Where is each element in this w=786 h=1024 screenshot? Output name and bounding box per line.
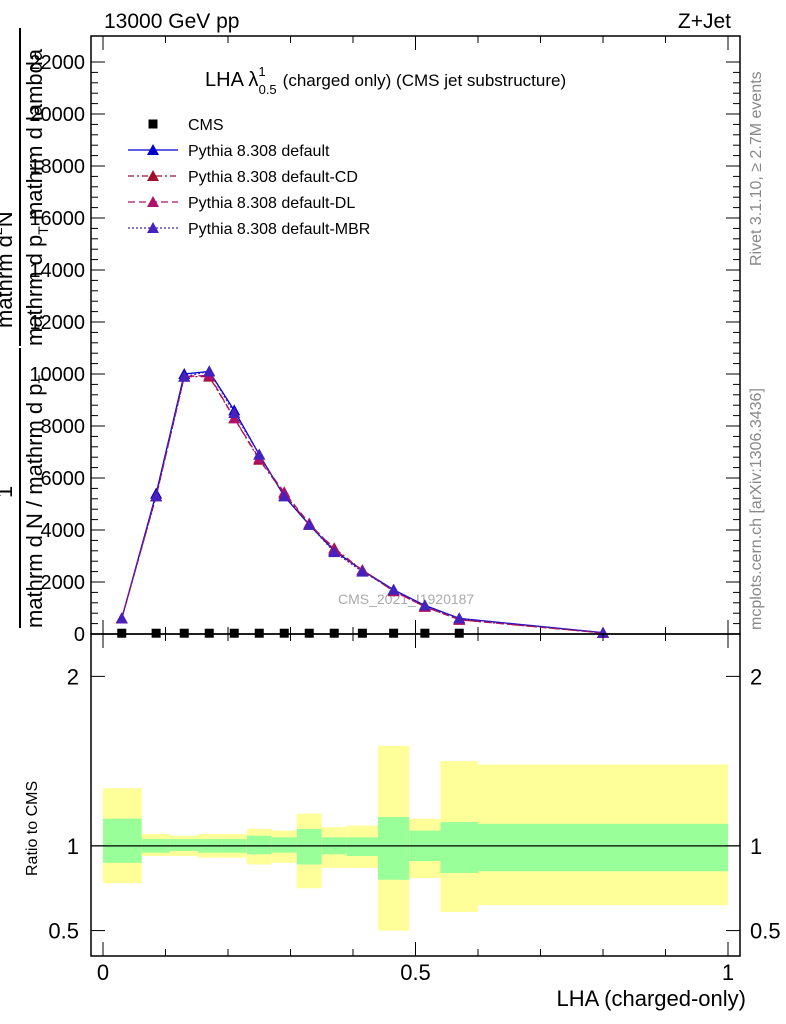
ylabel-num: mathrm d bbox=[0, 235, 17, 328]
ylabel-prefix-den: mathrm d N / mathrm d p bbox=[22, 383, 47, 628]
main-y-tick-label: 2000 bbox=[41, 572, 86, 594]
cms-data-point bbox=[229, 628, 239, 638]
ratio-band-inner bbox=[169, 839, 198, 851]
x-axis-label: LHA (charged-only) bbox=[556, 986, 746, 1011]
ratio-y-tick-label-right: 1 bbox=[750, 834, 762, 859]
legend-marker-dl bbox=[147, 196, 159, 207]
ylabel-num-rest: N bbox=[0, 211, 17, 227]
series-marker-mbr bbox=[203, 365, 216, 377]
plot-title: LHA λ1 0.5 (charged only) (CMS jet substru… bbox=[205, 64, 566, 97]
series-marker-mbr bbox=[228, 407, 241, 418]
ratio-band-inner bbox=[440, 822, 478, 873]
cms-data-point bbox=[254, 628, 264, 638]
series-marker-mbr bbox=[356, 565, 369, 577]
ratio-axes: 0.5 0.5 1 1 2 2 0 0.5 1 bbox=[48, 634, 781, 985]
svg-text:mathrm d pT mathrm d lambda: mathrm d pT mathrm d lambda bbox=[22, 48, 51, 346]
svg-text:mathrm d N / mathrm d pT: mathrm d N / mathrm d pT bbox=[22, 374, 51, 628]
cms-data-point bbox=[279, 628, 289, 638]
main-y-tick-label: 12000 bbox=[29, 312, 85, 334]
ratio-x-tick-label: 0.5 bbox=[400, 960, 431, 985]
legend: CMS Pythia 8.308 default Pythia 8.308 defa… bbox=[128, 117, 370, 238]
series-marker-mbr bbox=[115, 612, 128, 624]
legend-marker-cd bbox=[147, 170, 159, 181]
ratio-x-tick-label: 0 bbox=[97, 960, 109, 985]
title-sub: 0.5 bbox=[259, 82, 277, 97]
ratio-band-inner bbox=[478, 823, 728, 872]
main-y-tick-label: 0 bbox=[74, 624, 85, 646]
ylabel-num-sup: 2 bbox=[0, 227, 5, 235]
ylabel-den-sub: T bbox=[35, 226, 51, 235]
ratio-band-inner bbox=[296, 828, 322, 865]
ratio-band-inner bbox=[346, 837, 378, 857]
title-main: LHA λ bbox=[205, 69, 258, 91]
cms-data-point bbox=[304, 628, 314, 638]
ratio-y-tick-label-right: 2 bbox=[750, 664, 762, 689]
ylabel-den-rest: mathrm d lambda bbox=[22, 48, 47, 226]
legend-marker-mbr bbox=[147, 222, 159, 233]
svg-text:mathrm d2N: mathrm d2N bbox=[0, 211, 17, 328]
legend-label-default: Pythia 8.308 default bbox=[188, 143, 330, 160]
ratio-band-inner bbox=[378, 817, 410, 880]
title-sup: 1 bbox=[258, 64, 265, 79]
series-line-default bbox=[121, 370, 604, 634]
series-marker-mbr bbox=[597, 626, 609, 638]
header-left-label: 13000 GeV pp bbox=[104, 10, 239, 33]
ratio-bands bbox=[103, 745, 728, 931]
main-y-tick-label: 4000 bbox=[41, 520, 86, 542]
series-marker-mbr bbox=[453, 612, 466, 624]
main-y-tick-label: 18000 bbox=[29, 156, 85, 178]
main-y-tick-label: 20000 bbox=[29, 104, 85, 126]
main-y-axis-label: 1 mathrm d N / mathrm d pT mathrm d2N ma… bbox=[0, 28, 51, 628]
ratio-y-tick-label: 1 bbox=[67, 834, 79, 859]
series-marker-mbr bbox=[418, 599, 431, 611]
ratio-band-inner bbox=[246, 835, 272, 855]
main-series-group bbox=[115, 365, 609, 638]
analysis-watermark: CMS_2021_I1920187 bbox=[338, 591, 474, 607]
series-marker-mbr bbox=[253, 448, 266, 460]
cms-data-point bbox=[151, 628, 161, 638]
cms-data-point bbox=[117, 628, 127, 638]
cms-data-point bbox=[420, 628, 430, 638]
ratio-y-tick-label: 2 bbox=[67, 664, 79, 689]
rivet-version-label: Rivet 3.1.10, ≥ 2.7M events bbox=[748, 71, 765, 266]
main-y-tick-label: 16000 bbox=[29, 208, 85, 230]
main-y-tick-label: 14000 bbox=[29, 260, 85, 282]
legend-label-cd: Pythia 8.308 default-CD bbox=[188, 169, 358, 186]
cms-data-point bbox=[179, 628, 189, 638]
header-right-label: Z+Jet bbox=[678, 10, 731, 33]
ratio-band-inner bbox=[103, 818, 142, 863]
title-rest: (charged only) (CMS jet substructure) bbox=[283, 71, 566, 90]
cms-data-point bbox=[454, 628, 464, 638]
main-y-tick-label: 6000 bbox=[41, 468, 86, 490]
series-marker-mbr bbox=[150, 490, 163, 502]
ratio-y-tick-label: 0.5 bbox=[48, 919, 79, 944]
ratio-x-tick-label: 1 bbox=[722, 960, 734, 985]
cms-data-point bbox=[357, 628, 367, 638]
cms-data-point bbox=[389, 628, 399, 638]
series-marker-mbr bbox=[278, 490, 291, 502]
series-marker-mbr bbox=[178, 370, 191, 382]
cms-data-point bbox=[329, 628, 339, 638]
main-y-axis: 0 2000 4000 6000 8000 10000 12000 14000 16000 180… bbox=[29, 36, 740, 646]
main-y-tick-label: 8000 bbox=[41, 416, 86, 438]
series-marker-mbr bbox=[387, 583, 400, 595]
main-y-tick-label: 22000 bbox=[29, 52, 85, 74]
main-y-tick-label: 10000 bbox=[29, 364, 85, 386]
ratio-y-tick-label-right: 0.5 bbox=[750, 919, 781, 944]
ratio-y-axis-label: Ratio to CMS bbox=[24, 781, 41, 876]
mcplots-label: mcplots.cern.ch [arXiv:1306.3436] bbox=[748, 388, 765, 630]
series-marker-mbr bbox=[303, 518, 316, 530]
ylabel-prefix-den-sub: T bbox=[35, 374, 51, 383]
series-marker-mbr bbox=[328, 546, 341, 558]
ratio-band-inner bbox=[271, 837, 297, 853]
cms-data-point bbox=[204, 628, 214, 638]
legend-label-dl: Pythia 8.308 default-DL bbox=[188, 195, 355, 212]
legend-label-mbr: Pythia 8.308 default-MBR bbox=[188, 221, 370, 238]
legend-marker-data bbox=[148, 119, 158, 129]
ylabel-den: mathrm d p bbox=[22, 235, 47, 346]
ylabel-prefix-num: 1 bbox=[0, 486, 17, 498]
legend-marker-default bbox=[147, 144, 159, 155]
legend-label-data: CMS bbox=[188, 117, 224, 134]
